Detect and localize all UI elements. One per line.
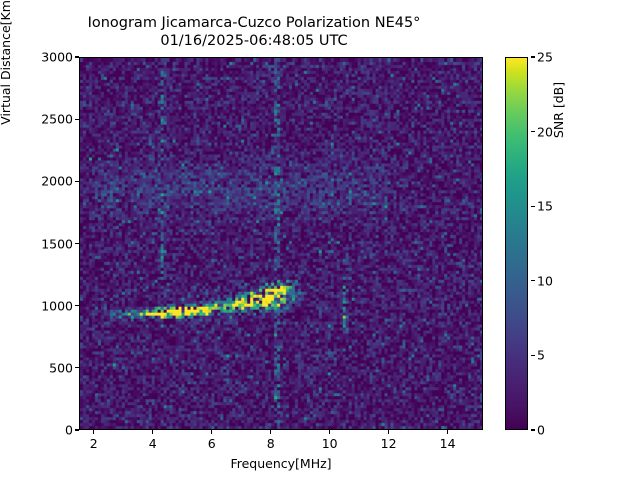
- y-axis-label: Virtual Distance[Km]: [0, 0, 13, 125]
- x-tick-mark: [388, 430, 390, 434]
- colorbar-tick-label: 10: [537, 273, 553, 289]
- colorbar-tick-mark: [531, 429, 535, 431]
- x-tick-mark: [152, 430, 154, 434]
- colorbar-tick-label: 15: [537, 198, 553, 214]
- y-axis-tick-labels: 0 500 1000 1500 2000 2500 3000: [27, 50, 73, 438]
- colorbar-tick-mark: [531, 354, 535, 356]
- colorbar-tick-labels: 0 5 10 15 20 25: [531, 50, 571, 438]
- y-axis-tick-marks: [75, 56, 79, 431]
- y-tick-label: 500: [49, 360, 73, 376]
- colorbar-label: SNR [dB]: [551, 81, 566, 139]
- colorbar-tick-label: 20: [537, 124, 553, 140]
- ionogram-heatmap-canvas: [80, 58, 482, 429]
- x-tick-label: 14: [439, 436, 456, 451]
- x-axis-tick-marks: [79, 430, 483, 434]
- y-tick-label: 1500: [41, 236, 73, 251]
- x-tick-label: 2: [89, 436, 98, 451]
- x-tick-label: 4: [148, 436, 157, 451]
- colorbar-tick-mark: [531, 131, 535, 133]
- y-tick-mark: [75, 56, 79, 58]
- x-tick-mark: [329, 430, 331, 434]
- ionogram-plot-area[interactable]: [79, 57, 483, 430]
- y-tick-label: 2000: [41, 173, 73, 189]
- y-tick-mark: [75, 429, 79, 431]
- y-tick-label: 1000: [41, 298, 73, 314]
- y-tick-mark: [75, 118, 79, 120]
- x-tick-mark: [270, 430, 272, 434]
- colorbar-gradient[interactable]: [505, 57, 528, 430]
- x-tick-mark: [447, 430, 449, 434]
- y-tick-label: 2500: [41, 111, 73, 127]
- colorbar-tick-mark: [531, 280, 535, 282]
- colorbar-tick-mark: [531, 205, 535, 207]
- x-tick-label: 12: [380, 436, 397, 451]
- x-axis-label: Frequency[MHz]: [230, 456, 332, 471]
- colorbar-tick-label: 25: [537, 49, 553, 65]
- colorbar-tick-label: 0: [537, 422, 545, 438]
- x-tick-mark: [93, 430, 95, 434]
- y-tick-mark: [75, 305, 79, 307]
- x-tick-label: 10: [321, 436, 338, 451]
- page-title: Ionogram Jicamarca-Cuzco Polarization NE…: [87, 15, 421, 49]
- y-tick-mark: [75, 242, 79, 245]
- y-tick-mark: [75, 180, 79, 182]
- y-tick-label: 3000: [41, 49, 73, 65]
- x-axis-tick-labels: 2 4 6 8 10 12 14: [79, 436, 483, 452]
- y-tick-label: 0: [65, 422, 73, 438]
- x-tick-label: 8: [266, 436, 275, 451]
- y-tick-mark: [75, 367, 79, 369]
- colorbar-tick-mark: [531, 56, 535, 58]
- x-tick-mark: [211, 430, 213, 434]
- colorbar-tick-label: 5: [537, 347, 545, 363]
- x-tick-label: 6: [207, 436, 216, 451]
